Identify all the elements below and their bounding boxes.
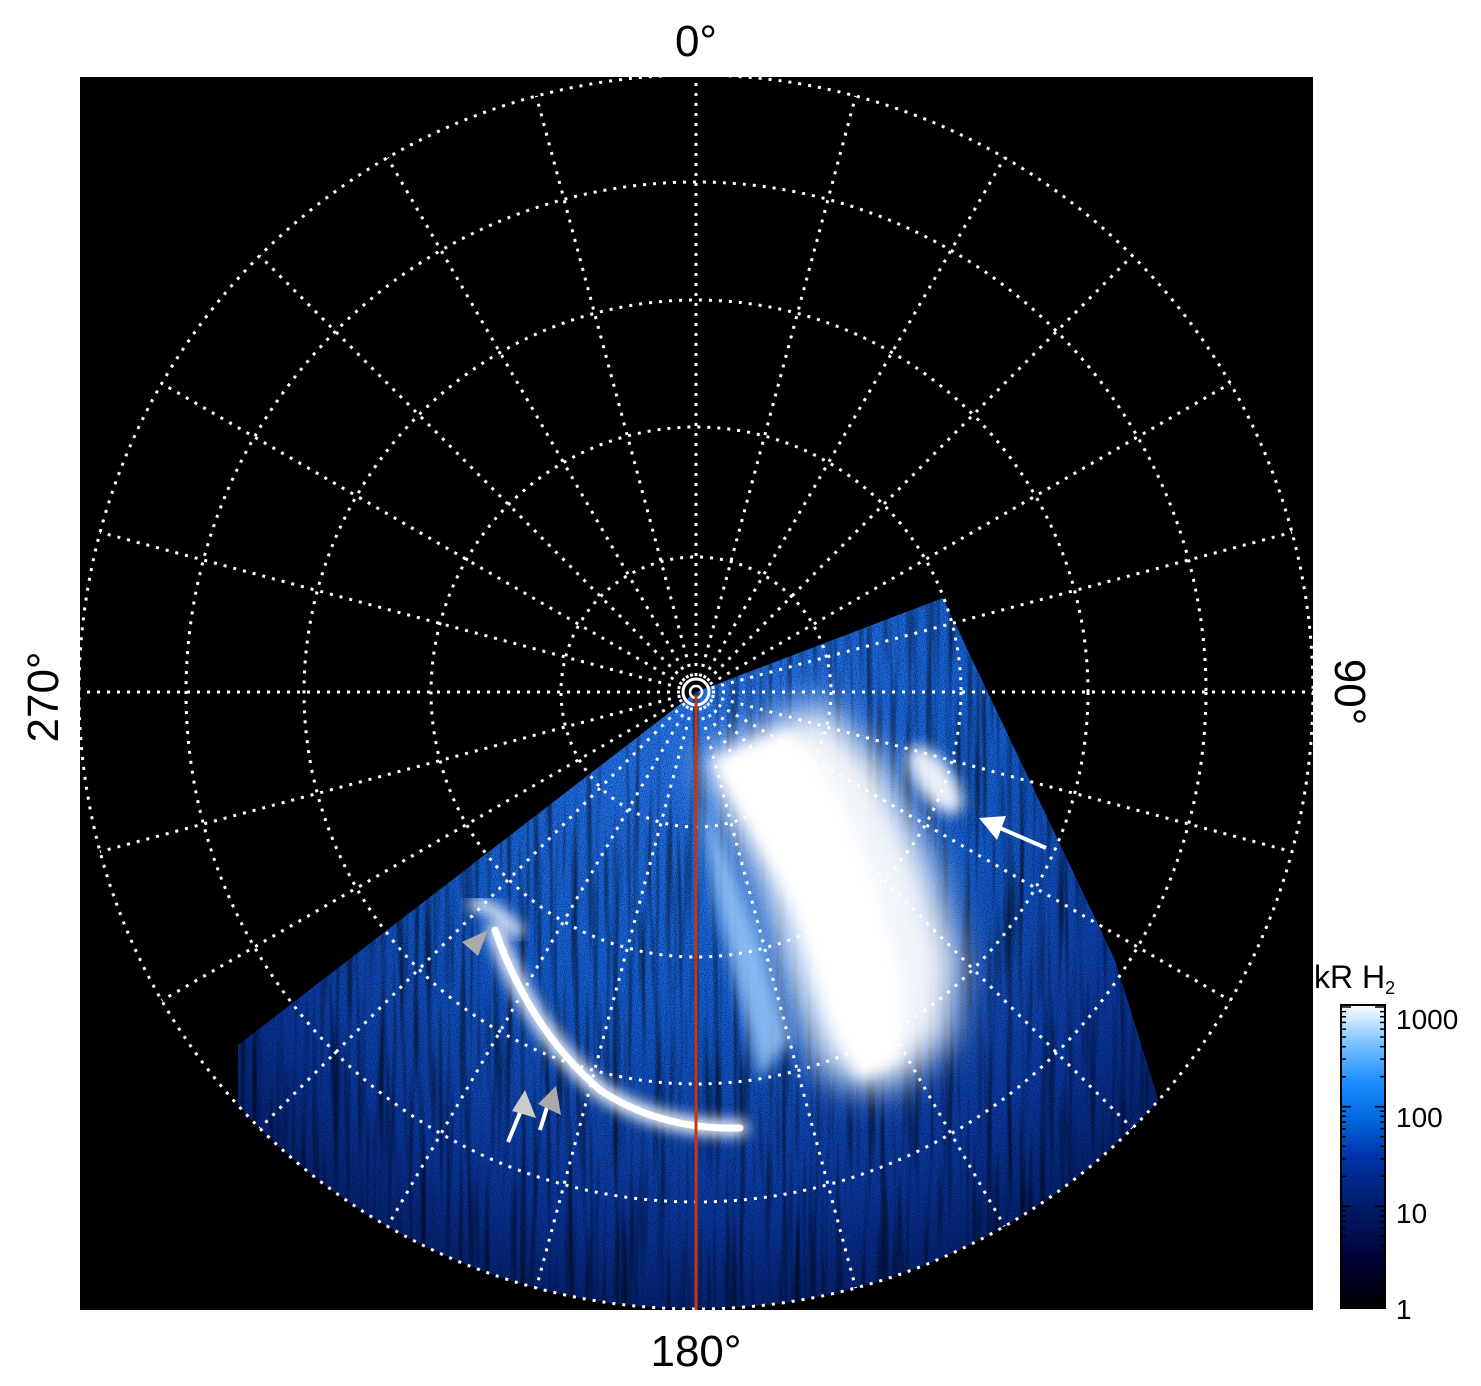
colorbar: kR H2 1000 100 10 1	[1314, 959, 1458, 1325]
aurora-emission	[238, 598, 1160, 1309]
colorbar-title-sub: 2	[1385, 978, 1395, 998]
colorbar-tick-label: 100	[1396, 1102, 1443, 1133]
meridian-spoke	[706, 254, 1134, 682]
label-left: 270°	[19, 651, 68, 742]
meridian-spoke	[386, 156, 690, 679]
meridian-spoke	[99, 530, 681, 690]
meridian-spoke	[702, 156, 1006, 679]
label-top: 0°	[675, 17, 717, 66]
meridian-spoke	[534, 95, 694, 677]
colorbar-tick-label: 10	[1396, 1198, 1427, 1229]
meridian-spoke	[711, 694, 1293, 854]
latitude-ring	[429, 425, 963, 959]
meridian-spoke	[698, 95, 858, 677]
label-right: 90°	[1325, 659, 1374, 726]
colorbar-gradient	[1340, 1004, 1386, 1309]
double-arrow	[506, 1086, 561, 1143]
colorbar-title: kR H2	[1314, 959, 1395, 998]
meridian-spokes	[80, 77, 1313, 1309]
white-arrow	[979, 816, 1047, 850]
meridian-spoke	[711, 530, 1293, 690]
meridian-spoke	[706, 702, 1134, 1130]
colorbar-ticks	[1341, 1006, 1385, 1307]
meridian-spoke	[99, 694, 681, 854]
meridian-spoke	[258, 702, 686, 1130]
meridian-spoke	[698, 707, 858, 1289]
meridian-spoke	[160, 698, 683, 1002]
meridian-spoke	[258, 254, 686, 682]
label-bottom: 180°	[650, 1327, 741, 1376]
meridian-spoke	[386, 705, 690, 1228]
meridian-spoke	[709, 382, 1232, 686]
latitude-ring	[302, 298, 1090, 1086]
meridian-spoke	[534, 707, 694, 1289]
polar-grid	[80, 77, 1313, 1310]
meridian-spoke	[709, 698, 1232, 1002]
meridian-spoke	[702, 705, 1006, 1228]
meridian-spoke	[160, 382, 683, 686]
colorbar-tick-label: 1	[1396, 1294, 1412, 1325]
colorbar-tick-label: 1000	[1396, 1004, 1458, 1035]
colorbar-title-main: kR H	[1314, 959, 1385, 995]
gray-arrowhead	[462, 930, 488, 956]
